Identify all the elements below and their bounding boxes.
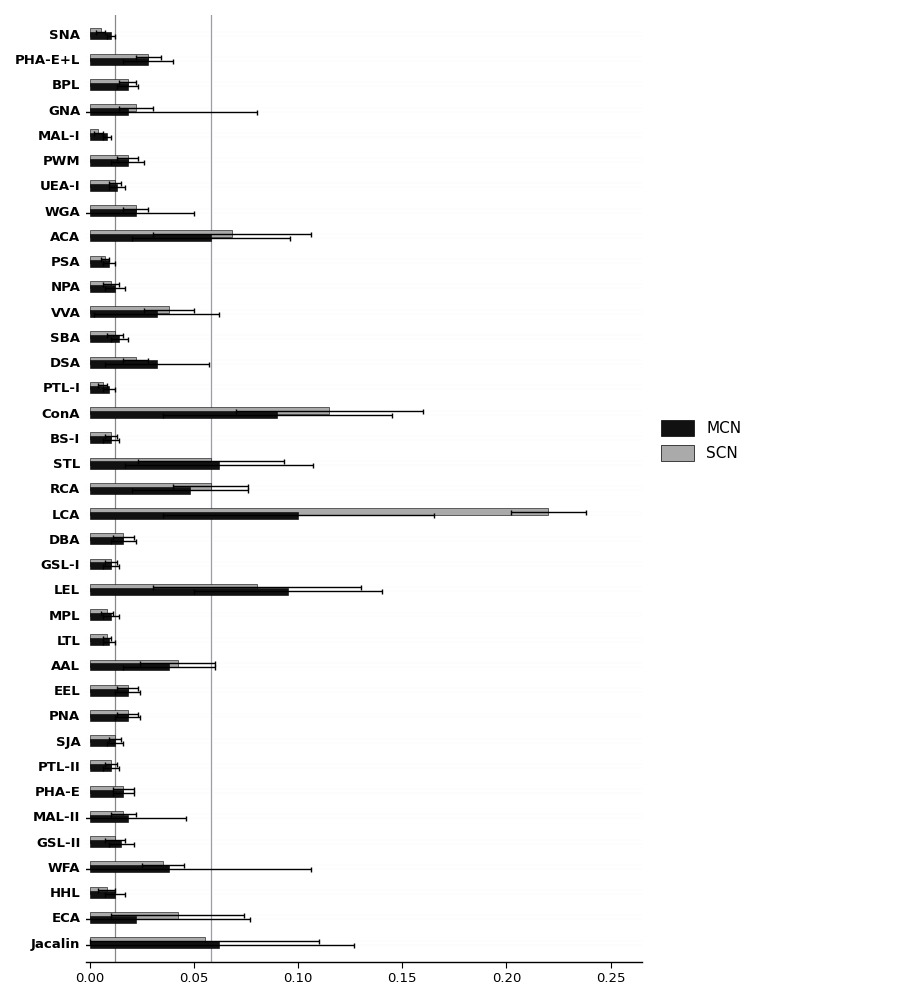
Bar [90, 32, 111, 39]
Bar [90, 487, 190, 494]
Bar [90, 609, 107, 616]
Bar [90, 184, 117, 191]
Bar [90, 685, 127, 692]
Bar [90, 533, 124, 540]
Bar [90, 508, 547, 515]
Bar [90, 811, 124, 818]
Bar [90, 310, 156, 317]
Bar [90, 230, 231, 237]
Bar [90, 205, 135, 212]
Bar [90, 735, 115, 742]
Bar [90, 382, 102, 389]
Bar [90, 916, 135, 923]
Bar [90, 887, 107, 894]
Bar [90, 786, 124, 793]
Bar [90, 411, 277, 418]
Bar [90, 432, 111, 439]
Bar [90, 461, 219, 469]
Bar [90, 861, 163, 869]
Bar [90, 638, 108, 645]
Bar [90, 79, 127, 86]
Bar [90, 285, 115, 292]
Bar [90, 663, 169, 670]
Bar [90, 180, 115, 187]
Bar [90, 360, 156, 368]
Bar [90, 710, 127, 717]
Bar [90, 256, 105, 263]
Bar [90, 790, 124, 797]
Bar [90, 129, 98, 136]
Bar [90, 891, 115, 898]
Bar [90, 660, 177, 667]
Bar [90, 613, 111, 620]
Bar [90, 436, 111, 443]
Bar [90, 537, 124, 544]
Bar [90, 260, 108, 267]
Bar [90, 83, 127, 90]
Bar [90, 386, 108, 393]
Bar [90, 234, 210, 241]
Bar [90, 407, 329, 414]
Bar [90, 588, 287, 595]
Bar [90, 159, 127, 166]
Bar [90, 714, 127, 721]
Bar [90, 764, 111, 771]
Bar [90, 584, 256, 591]
Bar [90, 458, 210, 465]
Bar [90, 512, 298, 519]
Bar [90, 562, 111, 569]
Bar [90, 104, 135, 111]
Bar [90, 815, 127, 822]
Bar [90, 155, 127, 162]
Bar [90, 941, 219, 948]
Bar [90, 483, 210, 490]
Bar [90, 689, 127, 696]
Bar [90, 28, 100, 36]
Bar [90, 937, 204, 944]
Bar [90, 108, 127, 115]
Bar [90, 357, 135, 364]
Bar [90, 54, 148, 61]
Bar [90, 739, 115, 746]
Bar [90, 331, 115, 338]
Bar [90, 912, 177, 919]
Bar [90, 634, 107, 641]
Bar [90, 209, 135, 216]
Bar [90, 133, 107, 140]
Bar [90, 58, 148, 65]
Bar [90, 281, 111, 288]
Bar [90, 335, 119, 342]
Bar [90, 760, 111, 768]
Bar [90, 559, 111, 566]
Bar [90, 840, 121, 847]
Bar [90, 865, 169, 872]
Bar [90, 306, 169, 313]
Legend: MCN, SCN: MCN, SCN [660, 420, 740, 461]
Bar [90, 836, 115, 843]
